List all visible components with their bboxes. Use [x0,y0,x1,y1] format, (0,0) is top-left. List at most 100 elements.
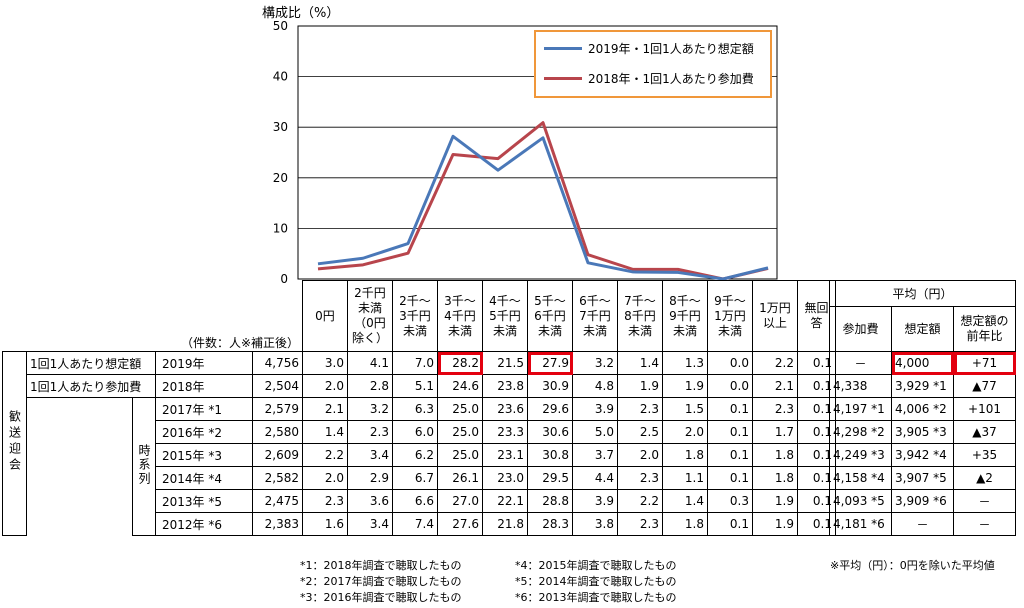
value-cell: 6.2 [392,443,438,467]
value-cell: 25.0 [437,397,483,421]
value-cell: 2.9 [347,466,393,490]
est-cell: 4,006 *2 [891,397,954,421]
legend-label-2019: 2019年・1回1人あたり想定額 [588,41,754,56]
avg-row: 4,249 *3 3,942 *4 +35 [829,443,1016,467]
fee-cell: 4,298 *2 [829,420,892,444]
table-row: 2015年 *3 2,609 2.2 3.4 6.2 25.0 23.1 30.8 3.7 2.0… [3,443,836,467]
value-cell: 21.5 [482,351,528,375]
col-header: 6千～7千円未満 [572,280,618,352]
value-cell: 0.3 [707,489,753,513]
value-cell: 6.7 [392,466,438,490]
avg-header-fee: 参加費 [829,306,892,352]
yoy-cell: ▲77 [953,374,1016,398]
value-cell: 2.3 [302,489,348,513]
legend-swatch-2018 [544,76,582,80]
y-tick-label: 10 [273,221,288,235]
avg-row: 4,093 *5 3,909 *6 － [829,489,1016,513]
value-cell: 2.1 [752,374,798,398]
value-cell: 0.0 [707,351,753,375]
avg-row: 4,197 *1 4,006 *2 +101 [829,397,1016,421]
value-cell: 1.9 [662,374,708,398]
footnotes-mid: *4：2015年調査で聴取したもの *5：2014年調査で聴取したもの *6：2… [515,558,677,606]
value-cell: 23.6 [482,397,528,421]
fee-cell: 4,181 *6 [829,512,892,536]
avg-row: － 4,000 +71 [829,351,1016,375]
est-cell: 3,907 *5 [891,466,954,490]
est-cell: － [891,512,954,536]
y-axis-label: 構成比（%） [262,6,340,21]
col-header: 1万円以上 [752,280,798,352]
yoy-cell: ▲2 [953,466,1016,490]
value-cell: 3.8 [572,512,618,536]
value-cell: 1.4 [302,420,348,444]
legend-item-2018: 2018年・1回1人あたり参加費 [544,70,754,86]
value-cell: 5.0 [572,420,618,444]
line-chart: 0 10 20 30 40 50 [273,19,778,286]
col-header: 5千～6千円未満 [527,280,573,352]
year-cell: 2019年 [155,351,253,375]
table-header-row: （件数：人※補正後） 0円 2千円未満（0円除く） 2千～3千円未満 3千～4千… [3,280,836,352]
value-cell: 2.5 [617,420,663,444]
value-cell: 2.0 [302,466,348,490]
avg-row: 4,158 *4 3,907 *5 ▲2 [829,466,1016,490]
footnote: *5：2014年調査で聴取したもの [515,575,677,588]
value-cell: 23.8 [482,374,528,398]
value-cell: 27.6 [437,512,483,536]
avg-note: ※平均（円）：0円を除いた平均値 [830,559,995,572]
est-cell: 4,000 [891,351,954,375]
value-cell: 3.9 [572,397,618,421]
value-cell: 0.0 [707,374,753,398]
value-cell: 21.8 [482,512,528,536]
est-cell: 3,942 *4 [891,443,954,467]
value-cell: 3.7 [572,443,618,467]
value-cell: 2.2 [302,443,348,467]
value-cell: 2.1 [302,397,348,421]
count-cell: 2,579 [252,397,303,421]
value-cell: 1.9 [617,374,663,398]
row-label-spacer [26,397,133,536]
value-cell: 25.0 [437,420,483,444]
yoy-cell: － [953,489,1016,513]
footnote: *2：2017年調査で聴取したもの [300,575,462,588]
year-cell: 2014年 *4 [155,466,253,490]
col-header: 4千～5千円未満 [482,280,528,352]
count-cell: 2,475 [252,489,303,513]
value-cell: 4.4 [572,466,618,490]
fee-cell: － [829,351,892,375]
value-cell: 29.5 [527,466,573,490]
row-label: 1回1人あたり参加費 [26,374,156,398]
value-cell: 28.8 [527,489,573,513]
plot-frame [297,25,778,280]
est-cell: 3,905 *3 [891,420,954,444]
count-label: （件数：人※補正後） [180,336,299,350]
value-cell: 2.8 [347,374,393,398]
value-cell: 4.8 [572,374,618,398]
value-cell: 1.8 [752,443,798,467]
value-cell: 1.8 [662,512,708,536]
col-header: 3千～4千円未満 [437,280,483,352]
table-row: 2014年 *4 2,582 2.0 2.9 6.7 26.1 23.0 29.5 4.4 2.3… [3,466,836,490]
value-cell: 1.3 [662,351,708,375]
table-row: 2013年 *5 2,475 2.3 3.6 6.6 27.0 22.1 28.8 3.9 2.2… [3,489,836,513]
value-cell: 1.9 [752,512,798,536]
value-cell: 3.9 [572,489,618,513]
avg-header-est: 想定額 [891,306,954,352]
value-cell: 0.1 [707,443,753,467]
value-cell: 0.1 [707,420,753,444]
value-cell: 2.2 [617,489,663,513]
table-row: 時系列 2017年 *1 2,579 2.1 3.2 6.3 25.0 23.6 29.6 3.9… [3,397,836,536]
year-cell: 2015年 *3 [155,443,253,467]
value-cell: 2.0 [302,374,348,398]
avg-row: 4,181 *6 －－ [829,512,1016,536]
distribution-table: （件数：人※補正後） 0円 2千円未満（0円除く） 2千～3千円未満 3千～4千… [2,280,836,536]
value-cell: 0.1 [707,397,753,421]
table-row: 2012年 *6 2,383 1.6 3.4 7.4 27.6 21.8 28.3 3.8 2.3… [3,512,836,536]
col-header: 8千～9千円未満 [662,280,708,352]
value-cell: 2.3 [617,512,663,536]
col-header: 0円 [302,280,348,352]
value-cell: 23.0 [482,466,528,490]
value-cell: 1.9 [752,489,798,513]
legend-swatch-2019 [544,46,582,50]
value-cell: 6.6 [392,489,438,513]
table-row: 歓送迎会 1回1人あたり想定額 2019年 4,756 3.0 4.1 7.0 28.2 21.… [2,351,836,536]
